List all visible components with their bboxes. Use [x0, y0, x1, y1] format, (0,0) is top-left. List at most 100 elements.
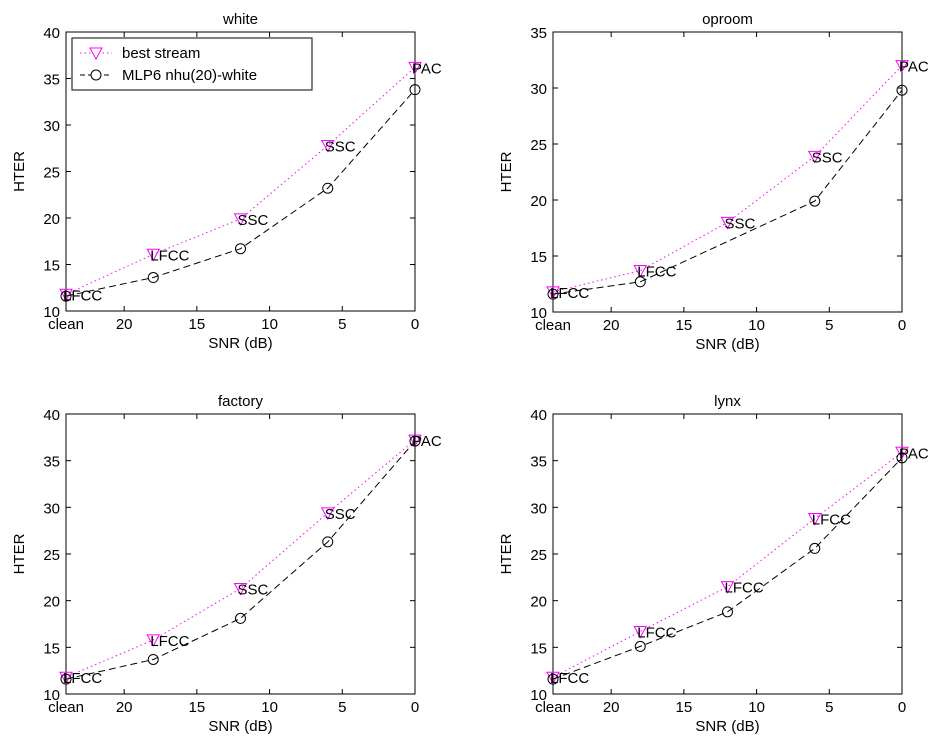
y-tick-label: 40 [530, 407, 547, 424]
data-point-mlp6 [147, 653, 159, 665]
data-point-mlp6 [60, 290, 72, 302]
x-tick-label: 0 [898, 699, 906, 716]
data-point-best-stream [633, 625, 648, 639]
point-annotation: LFCC [63, 670, 102, 687]
series-line-best-stream [65, 66, 416, 295]
series-line-mlp6 [552, 89, 903, 295]
data-point-best-stream [895, 446, 909, 460]
data-point-best-stream [59, 288, 73, 302]
y-tick-label: 25 [530, 137, 547, 154]
point-annotation: PAC [899, 445, 929, 462]
y-tick-label: 30 [530, 500, 547, 517]
chart-title: oproom [702, 11, 753, 28]
y-tick-label: 20 [43, 211, 60, 228]
point-annotation: LFCC [725, 580, 764, 597]
data-point-best-stream [320, 139, 335, 153]
x-tick-label: clean [535, 317, 571, 334]
data-point-mlp6 [896, 452, 908, 464]
y-tick-label: 10 [530, 305, 547, 322]
point-annotation: PAC [899, 59, 929, 76]
y-axis-label: HTER [11, 151, 28, 192]
data-point-mlp6 [896, 84, 908, 96]
chart-title: factory [218, 393, 264, 410]
data-point-best-stream [146, 248, 161, 262]
point-annotation: PAC [412, 433, 442, 450]
plot-frame [552, 413, 903, 695]
y-tick-label: 10 [43, 304, 60, 321]
data-point-mlp6 [322, 536, 334, 548]
point-annotation: LFCC [637, 624, 676, 641]
chart-panel-2: oproom 10 15 20 25 30 35 clean 20 15 10 5 0 SNR (dB) H… [498, 11, 929, 353]
data-point-best-stream [320, 507, 335, 520]
point-annotation: LFCC [150, 247, 189, 264]
data-point-mlp6 [634, 276, 646, 288]
x-tick-label: clean [48, 699, 84, 716]
y-axis-label: HTER [11, 533, 28, 574]
point-annotation: LFCC [63, 287, 102, 304]
y-tick-label: 15 [530, 249, 547, 266]
data-point-best-stream [233, 213, 248, 226]
x-tick-label: 5 [825, 699, 833, 716]
data-point-mlp6 [547, 288, 559, 300]
data-point-best-stream [408, 434, 422, 448]
data-point-mlp6 [809, 195, 821, 207]
legend-label: best stream [122, 45, 200, 62]
x-tick-label: 15 [189, 699, 206, 716]
x-tick-label: 15 [676, 699, 693, 716]
y-tick-label: 25 [43, 165, 60, 182]
data-point-mlp6 [547, 673, 559, 685]
y-axis-label: HTER [498, 533, 515, 574]
point-annotation: SSC [238, 212, 269, 229]
x-tick-label: 20 [603, 317, 620, 334]
plot-frame [552, 31, 903, 313]
data-point-best-stream [233, 583, 248, 596]
x-tick-label: 20 [116, 699, 133, 716]
data-point-best-stream [895, 60, 909, 73]
x-tick-label: 20 [603, 699, 620, 716]
chart-panel-3: factory 10 15 20 25 30 35 40 clean 20 15 10 5 0 SNR (d… [11, 393, 442, 735]
x-tick-label: 5 [825, 317, 833, 334]
data-point-mlp6 [235, 243, 246, 255]
y-tick-label: 10 [530, 687, 547, 704]
y-tick-label: 25 [530, 547, 547, 564]
data-point-mlp6 [322, 182, 334, 194]
series-line-mlp6 [65, 440, 416, 680]
data-point-best-stream [408, 61, 422, 75]
point-annotation: LFCC [550, 285, 589, 302]
y-tick-label: 35 [43, 72, 60, 89]
y-tick-label: 30 [43, 500, 60, 517]
x-tick-label: clean [48, 316, 84, 333]
y-axis-label: HTER [498, 151, 515, 192]
x-axis-label: SNR (dB) [695, 718, 759, 735]
y-tick-label: 15 [43, 258, 60, 275]
x-tick-label: 20 [116, 316, 133, 333]
y-tick-label: 30 [43, 118, 60, 135]
plot-frame [65, 413, 416, 695]
y-tick-label: 20 [43, 594, 60, 611]
series-line-best-stream [552, 65, 903, 293]
y-tick-label: 40 [43, 25, 60, 42]
x-tick-label: 5 [338, 699, 346, 716]
y-tick-label: 15 [43, 640, 60, 657]
y-tick-label: 20 [530, 594, 547, 611]
x-tick-label: 0 [411, 316, 419, 333]
point-annotation: SSC [238, 582, 269, 599]
data-point-best-stream [807, 150, 822, 164]
series-line-mlp6 [65, 89, 416, 297]
series-line-best-stream [65, 439, 416, 678]
point-annotation: SSC [725, 215, 756, 232]
x-tick-label: 15 [676, 317, 693, 334]
point-annotation: LFCC [550, 670, 589, 687]
point-annotation: LFCC [150, 633, 189, 650]
data-point-best-stream [546, 286, 560, 299]
chart-panel-1: white 10 15 20 25 30 35 40 clean 20 15 10 5 0 SNR (dB)… [11, 11, 442, 352]
data-point-best-stream [146, 634, 161, 647]
point-annotation: SSC [325, 138, 356, 155]
point-annotation: LFCC [637, 264, 676, 281]
data-point-best-stream [59, 671, 73, 685]
data-point-mlp6 [147, 272, 159, 284]
data-point-mlp6 [722, 606, 733, 618]
data-point-best-stream [633, 265, 648, 278]
y-tick-label: 10 [43, 687, 60, 704]
